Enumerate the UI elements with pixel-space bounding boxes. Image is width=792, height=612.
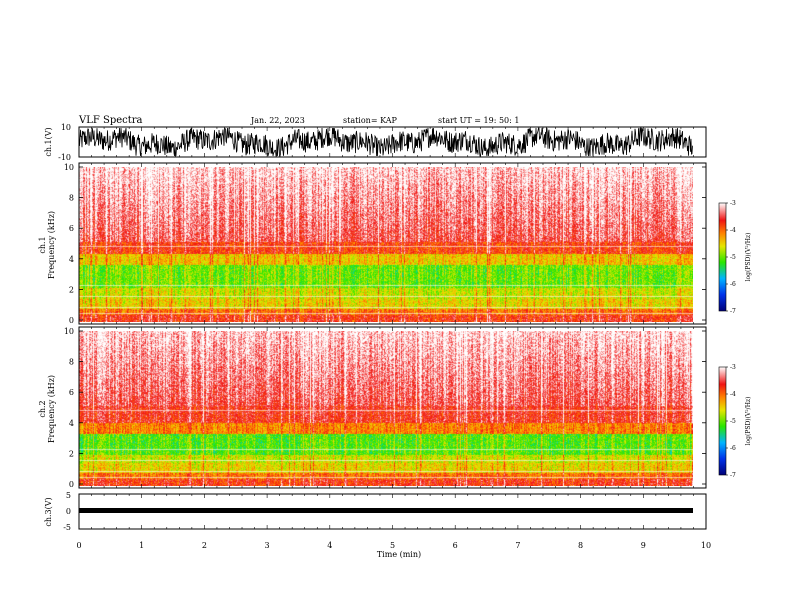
xtick-label: 8 bbox=[578, 541, 583, 550]
ch2-spectrogram-yticks: 0 2 4 6 8 10 bbox=[64, 327, 706, 489]
ytick-label: 4 bbox=[69, 419, 74, 428]
ch3-ytick-bottom: -5 bbox=[63, 523, 71, 532]
time-axis-label: Time (min) bbox=[377, 550, 421, 559]
ch2-spectrogram-ylabel-channel: ch.2 bbox=[38, 400, 47, 417]
ytick-label: 2 bbox=[69, 449, 74, 458]
ch1-spectrogram-yticks: 0 2 4 6 8 10 bbox=[64, 163, 706, 325]
ch3-ytick-top: 5 bbox=[66, 491, 71, 500]
xtick-label: 7 bbox=[515, 541, 520, 550]
start-time-label: start UT = 19: 50: 1 bbox=[438, 116, 519, 125]
colorbar-tick-label: -7 bbox=[730, 472, 736, 479]
ytick-label: 8 bbox=[69, 358, 74, 367]
ytick-label: 10 bbox=[64, 163, 74, 172]
ch1-colorbar-label: log(PSD)(V²/Hz) bbox=[745, 233, 752, 282]
ch2-colorbar-label: log(PSD)(V²/Hz) bbox=[745, 397, 752, 446]
ch1-colorbar-ticks: -3 -4 -5 -6 -7 bbox=[726, 200, 736, 315]
ytick-label: 8 bbox=[69, 194, 74, 203]
date-label: Jan. 22, 2023 bbox=[250, 116, 305, 125]
ytick-label: 6 bbox=[69, 388, 74, 397]
xtick-label: 0 bbox=[76, 541, 81, 550]
ch3-ytick-mid: 0 bbox=[66, 507, 71, 516]
ch1-spectrogram-ylabel-frequency: Frequency (kHz) bbox=[47, 211, 56, 279]
figure-title: VLF Spectra bbox=[78, 115, 143, 126]
time-axis-ticks bbox=[78, 127, 707, 529]
ch1-spectrogram-ylabel-channel: ch.1 bbox=[38, 236, 47, 253]
ch2-spectrogram-ylabel-frequency: Frequency (kHz) bbox=[47, 375, 56, 443]
ch3-waveform-trace bbox=[79, 508, 693, 513]
ch3-waveform-ylabel: ch.3(V) bbox=[44, 497, 53, 526]
station-label: station= KAP bbox=[343, 116, 398, 125]
ch2-spectrogram-image bbox=[79, 331, 693, 486]
ch1-waveform-ylabel: ch.1(V) bbox=[44, 127, 53, 156]
time-axis-labels: 0 1 2 3 4 5 6 7 8 9 10 bbox=[76, 541, 711, 550]
xtick-label: 10 bbox=[701, 541, 711, 550]
xtick-label: 4 bbox=[327, 541, 332, 550]
colorbar-tick-label: -3 bbox=[730, 364, 736, 371]
ytick-label: 2 bbox=[69, 285, 74, 294]
xtick-label: 9 bbox=[641, 541, 646, 550]
ch1-waveform-trace bbox=[78, 126, 693, 157]
colorbar-tick-label: -6 bbox=[730, 445, 736, 452]
ch2-colorbar-ticks: -3 -4 -5 -6 -7 bbox=[726, 364, 736, 479]
colorbar-tick-label: -3 bbox=[730, 200, 736, 207]
colorbar-tick-label: -6 bbox=[730, 281, 736, 288]
ch1-colorbar bbox=[718, 202, 727, 312]
ytick-label: 6 bbox=[69, 224, 74, 233]
colorbar-tick-label: -7 bbox=[730, 308, 736, 315]
xtick-label: 2 bbox=[202, 541, 207, 550]
ch1-waveform-panel: 10 -10 ch.1(V) bbox=[44, 123, 707, 162]
xtick-label: 5 bbox=[390, 541, 395, 550]
ch1-ytick-bottom: -10 bbox=[58, 153, 71, 162]
ch2-colorbar bbox=[718, 366, 727, 476]
xtick-label: 3 bbox=[265, 541, 270, 550]
colorbar-tick-label: -4 bbox=[730, 391, 736, 398]
colorbar-tick-label: -5 bbox=[730, 418, 736, 425]
colorbar-tick-label: -4 bbox=[730, 227, 736, 234]
ch3-waveform-panel: 5 0 -5 ch.3(V) bbox=[44, 491, 707, 532]
colorbar-tick-label: -5 bbox=[730, 254, 736, 261]
ytick-label: 0 bbox=[69, 480, 74, 489]
ytick-label: 10 bbox=[64, 327, 74, 336]
ytick-label: 0 bbox=[69, 316, 74, 325]
xtick-label: 1 bbox=[139, 541, 144, 550]
ch1-ytick-top: 10 bbox=[61, 123, 71, 132]
ytick-label: 4 bbox=[69, 255, 74, 264]
ch1-spectrogram-image bbox=[79, 167, 693, 322]
xtick-label: 6 bbox=[453, 541, 458, 550]
